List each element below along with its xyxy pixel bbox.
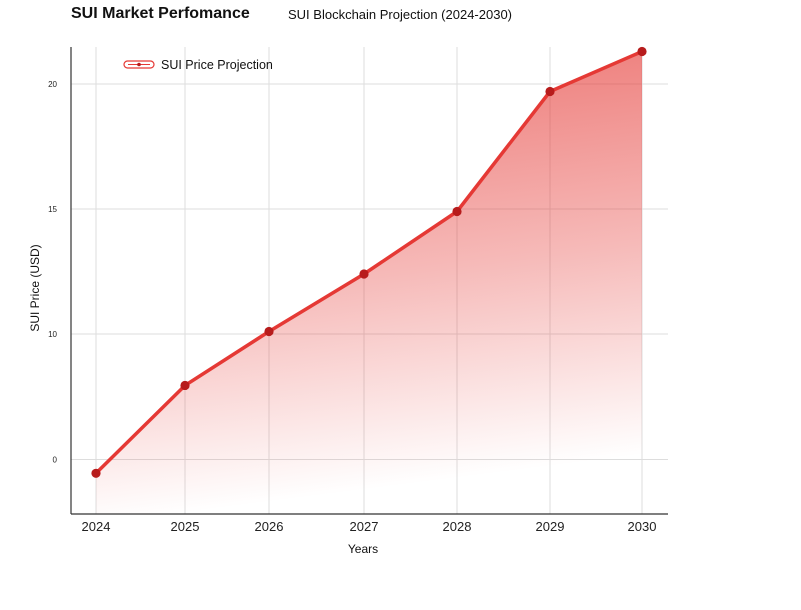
data-point-2027 <box>359 269 369 279</box>
y-tick-label: 0 <box>53 456 58 465</box>
x-axis-label: Years <box>348 542 378 556</box>
legend-swatch-point <box>137 62 141 67</box>
legend: SUI Price Projection <box>123 58 273 72</box>
data-point-2028 <box>452 206 462 217</box>
tick-labels: 0 10 15 20 2024 2025 2026 2027 2028 2029 2030 <box>48 80 656 534</box>
x-tick-label: 2025 <box>171 519 200 534</box>
chart-title: SUI Market Perfomance <box>71 5 250 22</box>
data-point-2025 <box>180 380 190 391</box>
series-area-fill <box>96 51 642 514</box>
x-tick-label: 2029 <box>536 519 565 534</box>
x-tick-label: 2024 <box>82 519 111 534</box>
series-points <box>91 46 647 478</box>
x-tick-label: 2026 <box>255 519 284 534</box>
x-tick-label: 2028 <box>443 519 472 534</box>
data-point-2024 <box>91 468 101 478</box>
axes <box>70 47 668 515</box>
y-tick-label: 20 <box>48 80 57 89</box>
legend-label: SUI Price Projection <box>161 58 273 72</box>
data-point-2030 <box>637 46 647 57</box>
x-tick-label: 2030 <box>628 519 657 534</box>
chart-subtitle: SUI Blockchain Projection (2024-2030) <box>288 7 513 22</box>
y-axis-label: SUI Price (USD) <box>28 244 42 331</box>
data-point-2026 <box>264 326 274 337</box>
x-tick-label: 2027 <box>350 519 379 534</box>
y-tick-label: 15 <box>48 205 57 214</box>
y-tick-label: 10 <box>48 330 57 339</box>
area-layer <box>96 51 642 514</box>
data-point-2029 <box>545 86 555 97</box>
